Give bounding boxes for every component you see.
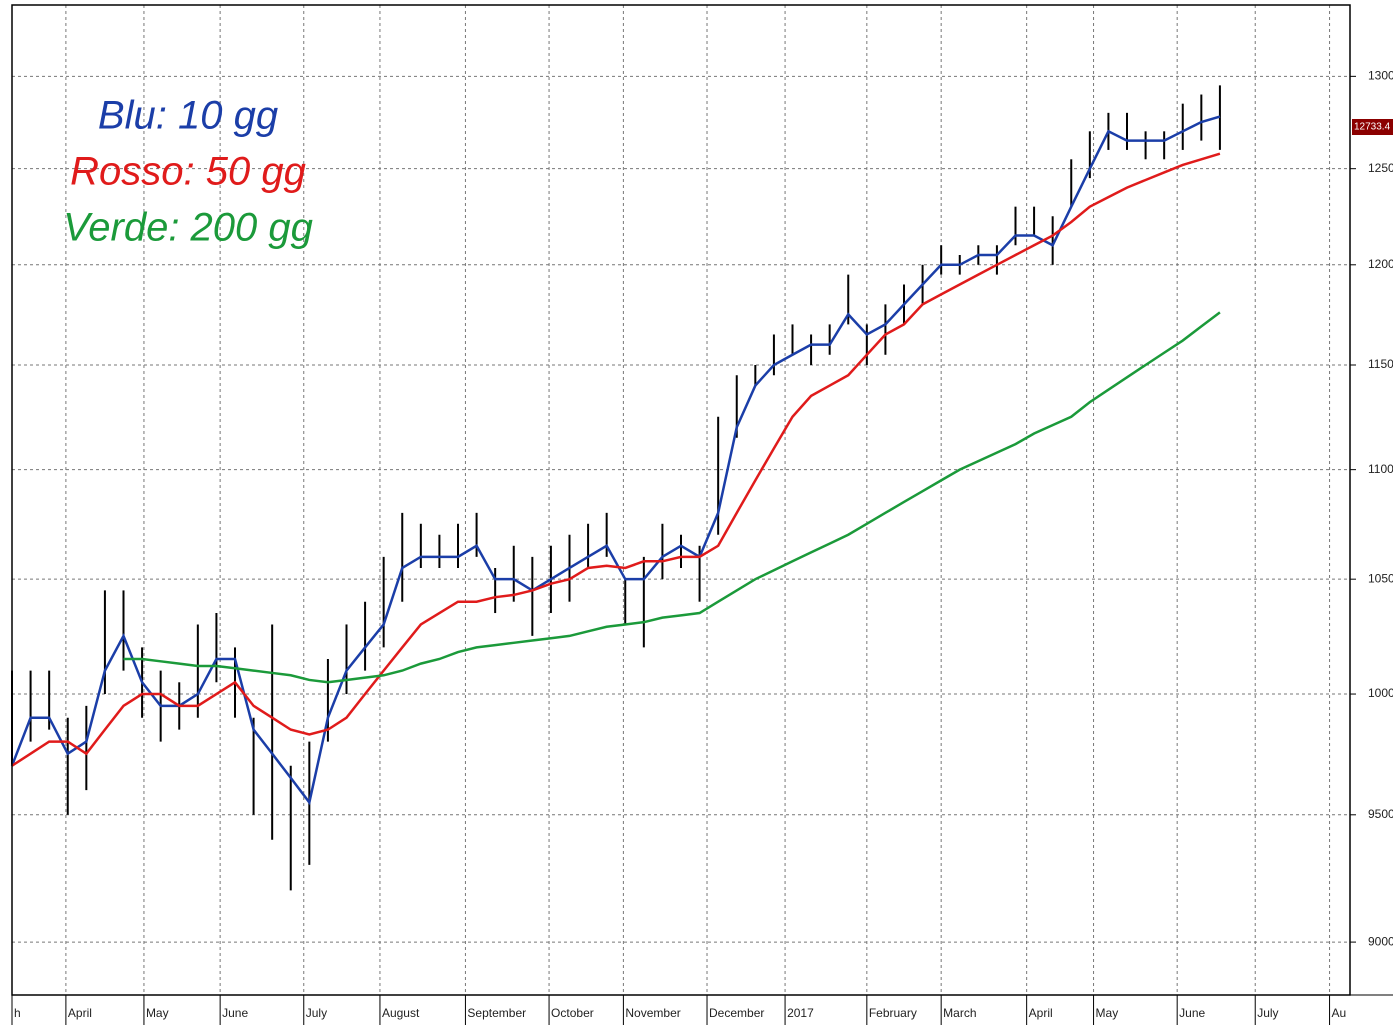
x-tick-label: December [709,1006,764,1020]
marks [10,85,1221,891]
y-tick-label: 13000 [1368,69,1393,83]
last-price-box [1352,119,1393,135]
y-tick-label: 12000 [1368,257,1393,271]
x-tick-label: June [222,1006,248,1020]
y-tick-label: 9000 [1368,934,1393,948]
x-tick-label: 2017 [787,1006,814,1020]
x-tick-label: February [869,1006,917,1020]
x-tick-label: October [551,1006,594,1020]
x-tick-label: May [146,1006,169,1020]
grid [11,5,1350,995]
y-tick-label: 11000 [1368,462,1393,476]
last-price-label: 12733.4 [1354,122,1391,133]
legend-entry: Blu: 10 gg [98,94,278,138]
legend-entry: Rosso: 50 gg [70,150,306,194]
y-tick-label: 10000 [1368,686,1393,700]
x-tick-label: August [382,1006,420,1020]
x-tick-label: Au [1332,1006,1347,1020]
y-tick-label: 11500 [1368,357,1393,371]
moving-average-line [123,311,1221,684]
x-tick-label: June [1179,1006,1205,1020]
x-tick-label: April [1029,1006,1053,1020]
x-tick-label: h [14,1006,21,1020]
x-tick-label: March [943,1006,976,1020]
legend: Blu: 10 gg Rosso: 50 gg Verde: 200 gg [63,94,313,250]
x-tick-label: July [1257,1006,1278,1020]
y-tick-label: 12500 [1368,161,1393,175]
plot-frame [11,4,1351,996]
x-tick-label: November [625,1006,680,1020]
moving-average-line [11,152,1221,767]
x-tick-label: September [467,1006,526,1020]
y-tick-label: 9500 [1368,807,1393,821]
x-tick-label: May [1096,1006,1119,1020]
legend-entry: Verde: 200 gg [63,206,313,250]
x-tick-label: July [306,1006,327,1020]
x-tick-label: April [68,1006,92,1020]
y-tick-label: 10500 [1368,571,1393,585]
axes: 9000 9500 10000 10500 11000 11500 12000 12500 13… [11,69,1393,1025]
